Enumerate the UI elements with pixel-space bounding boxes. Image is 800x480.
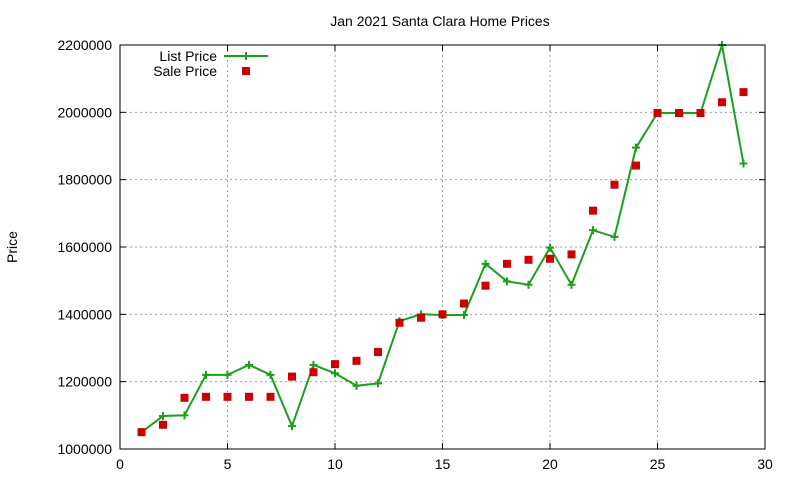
y-tick-label: 1600000 [57,239,112,255]
sale-price-point [159,420,167,429]
list-price-point [288,422,296,431]
sale-price-point [632,161,640,170]
plot-frame [119,44,766,450]
list-price-point [266,370,275,379]
x-tick-label: 15 [435,456,451,472]
sale-price-point [696,109,705,118]
x-tick-label: 0 [116,456,124,472]
sale-price-point [718,98,726,107]
list-price-point [567,280,576,289]
list-price-point [202,370,210,379]
sale-price-point [288,372,296,381]
list-price-point [374,379,382,388]
sale-price-point [395,318,404,327]
y-tick-label: 1200000 [57,374,112,390]
axis-ticks: 0 5 10 15 20 25 30 1000000 1200000 1400000 1600000… [57,37,773,472]
list-price-point [546,243,554,252]
x-tick-label: 10 [327,456,343,472]
list-price-line [140,44,745,433]
sale-price-point [202,392,210,401]
grid-lines [120,45,765,449]
y-tick-label: 2200000 [57,37,112,53]
y-axis-label: Price [4,231,20,263]
sale-price-point [675,109,683,118]
y-tick-label: 2000000 [57,104,112,120]
sale-price-point [417,313,425,322]
y-tick-label: 1000000 [57,441,112,457]
sale-price-point [589,206,597,215]
x-tick-label: 20 [542,456,558,472]
sale-price-point [331,360,339,369]
sale-price-point [546,254,554,263]
sale-price-point [223,392,232,401]
sale-price-point [180,393,189,402]
list-price-point [610,232,619,241]
sale-price-point [739,88,748,97]
list-price-point [589,226,597,235]
list-price-point [632,143,640,152]
x-tick-label: 30 [757,456,773,472]
list-price-point [739,159,748,168]
sale-price-point [524,255,533,264]
list-price-point [524,280,533,289]
sale-price-point [481,281,490,290]
list-price-point [309,360,318,369]
chart-title: Jan 2021 Santa Clara Home Prices [330,13,549,29]
list-price-point [352,381,361,390]
legend-label-list-price: List Price [159,48,217,64]
list-price-point [460,311,468,320]
x-tick-label: 25 [650,456,666,472]
y-tick-label: 1800000 [57,172,112,188]
legend-marker-sale-price [242,67,250,75]
list-price-point [223,370,232,379]
sale-price-point [460,299,468,308]
sale-price-point [245,392,253,401]
sale-price-point [352,356,361,365]
legend-marker-list-price [242,52,250,60]
y-tick-label: 1400000 [57,306,112,322]
x-tick-label: 5 [224,456,232,472]
sale-price-point [567,250,576,259]
sale-price-point [653,109,662,118]
list-price-point [159,412,167,421]
sale-price-point [438,310,447,319]
sale-price-point [610,180,619,189]
sale-price-point [374,348,382,357]
list-price-point [245,360,253,369]
list-price-point [331,369,339,378]
list-price-point [503,277,511,286]
sale-price-point [266,392,275,401]
data-series [137,41,748,437]
list-price-point [481,259,490,268]
sale-price-point [137,428,146,437]
legend-label-sale-price: Sale Price [153,63,217,79]
list-price-point [180,411,189,420]
sale-price-point [503,259,511,268]
sale-price-point [309,368,318,377]
legend: List Price Sale Price [153,48,268,79]
